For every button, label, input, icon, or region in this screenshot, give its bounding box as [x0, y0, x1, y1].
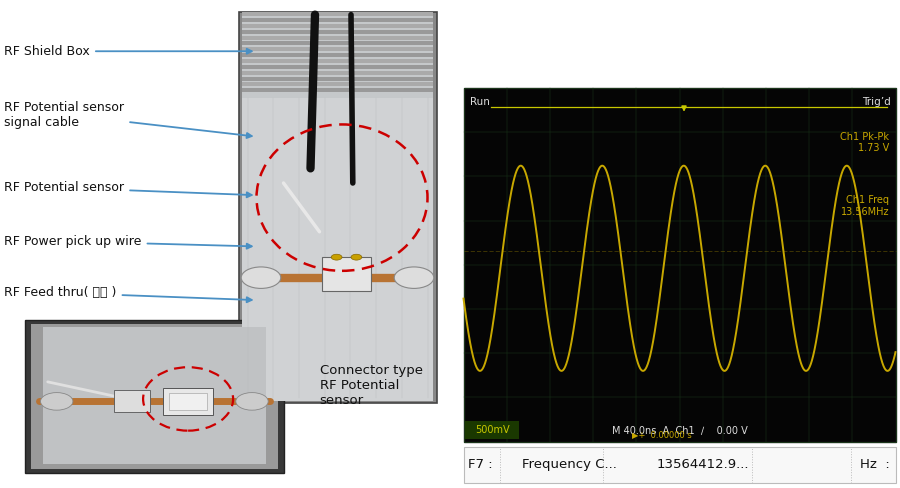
FancyBboxPatch shape	[25, 320, 283, 473]
FancyBboxPatch shape	[242, 36, 433, 40]
FancyBboxPatch shape	[242, 18, 433, 22]
Text: ▶+  0.00000 s: ▶+ 0.00000 s	[632, 430, 691, 439]
Text: 500mV: 500mV	[475, 425, 509, 435]
FancyBboxPatch shape	[242, 24, 433, 28]
FancyBboxPatch shape	[242, 41, 433, 45]
FancyBboxPatch shape	[242, 71, 433, 75]
FancyBboxPatch shape	[242, 77, 433, 81]
FancyBboxPatch shape	[242, 47, 433, 51]
Text: Run: Run	[470, 97, 490, 106]
FancyBboxPatch shape	[31, 324, 278, 469]
FancyBboxPatch shape	[464, 447, 896, 483]
Text: M 40.0ns  A  Ch1  ∕    0.00 V: M 40.0ns A Ch1 ∕ 0.00 V	[612, 425, 747, 435]
FancyBboxPatch shape	[169, 393, 208, 410]
Circle shape	[394, 267, 434, 288]
Text: Connector type
RF Potential
sensor: Connector type RF Potential sensor	[320, 364, 422, 407]
FancyBboxPatch shape	[242, 14, 433, 401]
Text: RF Potential sensor
signal cable: RF Potential sensor signal cable	[4, 101, 252, 138]
FancyBboxPatch shape	[242, 82, 433, 86]
FancyBboxPatch shape	[322, 257, 371, 291]
Text: 13564412.9...: 13564412.9...	[657, 458, 750, 471]
Text: Trig’d: Trig’d	[862, 97, 891, 106]
FancyBboxPatch shape	[242, 53, 433, 57]
Text: RF Feed thru( 구리 ): RF Feed thru( 구리 )	[4, 286, 252, 302]
FancyBboxPatch shape	[242, 59, 433, 63]
FancyBboxPatch shape	[113, 390, 149, 412]
Circle shape	[241, 267, 281, 288]
FancyBboxPatch shape	[238, 12, 436, 403]
Text: Frequency C...: Frequency C...	[522, 458, 617, 471]
FancyBboxPatch shape	[242, 98, 433, 401]
Text: Ch1 Pk-Pk
1.73 V: Ch1 Pk-Pk 1.73 V	[841, 132, 889, 153]
Circle shape	[351, 254, 362, 260]
Text: F7 :: F7 :	[468, 458, 492, 471]
FancyBboxPatch shape	[465, 421, 519, 439]
Text: RF Power pick up wire: RF Power pick up wire	[4, 235, 252, 249]
Text: Ch1 Freq
13.56MHz: Ch1 Freq 13.56MHz	[841, 195, 889, 217]
Circle shape	[236, 392, 268, 410]
FancyBboxPatch shape	[242, 12, 433, 16]
Text: RF Potential sensor: RF Potential sensor	[4, 182, 252, 197]
Text: RF Shield Box: RF Shield Box	[4, 45, 252, 58]
FancyBboxPatch shape	[242, 88, 433, 92]
FancyBboxPatch shape	[242, 30, 433, 34]
FancyBboxPatch shape	[43, 327, 266, 464]
Circle shape	[331, 254, 342, 260]
FancyBboxPatch shape	[242, 65, 433, 69]
FancyBboxPatch shape	[464, 88, 896, 442]
FancyBboxPatch shape	[164, 388, 213, 415]
Circle shape	[40, 392, 73, 410]
Text: Hz  :: Hz :	[860, 458, 889, 471]
